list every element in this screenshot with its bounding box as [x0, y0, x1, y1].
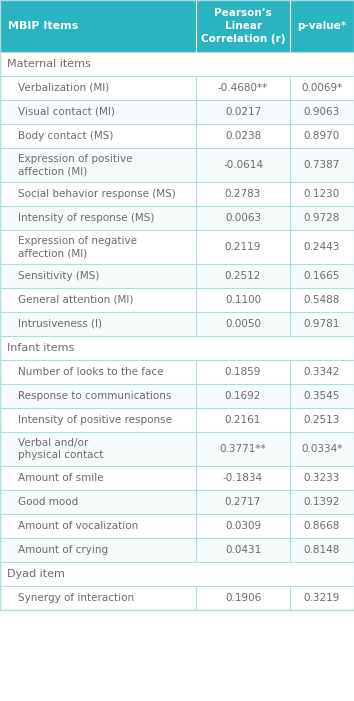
- Text: 0.3219: 0.3219: [304, 593, 340, 603]
- Bar: [0, 0, 354, 610]
- Text: Amount of vocalization: Amount of vocalization: [18, 521, 138, 531]
- Text: 0.0334*: 0.0334*: [301, 444, 343, 454]
- Text: 0.0069*: 0.0069*: [301, 83, 343, 93]
- Text: -0.4680**: -0.4680**: [218, 83, 268, 93]
- Text: 0.8668: 0.8668: [304, 521, 340, 531]
- Bar: [0, 610, 354, 701]
- Text: 0.2161: 0.2161: [225, 415, 261, 425]
- Bar: [0, 206, 354, 230]
- Bar: [0, 562, 354, 586]
- Text: 0.3342: 0.3342: [304, 367, 340, 377]
- Text: 0.2783: 0.2783: [225, 189, 261, 199]
- Text: 0.1859: 0.1859: [225, 367, 261, 377]
- Bar: [0, 360, 354, 384]
- Text: 0.8148: 0.8148: [304, 545, 340, 555]
- Bar: [0, 124, 354, 148]
- Text: MBIP Items: MBIP Items: [8, 21, 78, 31]
- Text: 0.9781: 0.9781: [304, 319, 340, 329]
- Bar: [0, 514, 354, 538]
- Text: 0.0050: 0.0050: [225, 319, 261, 329]
- Text: Maternal items: Maternal items: [7, 59, 91, 69]
- Text: Intensity of positive response: Intensity of positive response: [18, 415, 172, 425]
- Text: Expression of negative
affection (MI): Expression of negative affection (MI): [18, 236, 137, 258]
- Bar: [0, 432, 354, 466]
- Text: 0.0063: 0.0063: [225, 213, 261, 223]
- Text: Dyad item: Dyad item: [7, 569, 65, 579]
- Bar: [0, 52, 354, 76]
- Bar: [0, 408, 354, 432]
- Text: Response to communications: Response to communications: [18, 391, 171, 401]
- Text: 0.0431: 0.0431: [225, 545, 261, 555]
- Text: Intensity of response (MS): Intensity of response (MS): [18, 213, 154, 223]
- Bar: [0, 100, 354, 124]
- Text: 0.1906: 0.1906: [225, 593, 261, 603]
- Text: Verbal and/or
physical contact: Verbal and/or physical contact: [18, 438, 103, 460]
- Text: 0.0217: 0.0217: [225, 107, 261, 117]
- Bar: [0, 0, 354, 52]
- Text: Social behavior response (MS): Social behavior response (MS): [18, 189, 176, 199]
- Text: -0.0614: -0.0614: [223, 160, 263, 170]
- Text: 0.9063: 0.9063: [304, 107, 340, 117]
- Text: Sensitivity (MS): Sensitivity (MS): [18, 271, 99, 281]
- Text: 0.8970: 0.8970: [304, 131, 340, 141]
- Text: Pearson’s
Linear
Correlation (r): Pearson’s Linear Correlation (r): [201, 8, 285, 43]
- Text: Number of looks to the face: Number of looks to the face: [18, 367, 164, 377]
- Text: Good mood: Good mood: [18, 497, 78, 507]
- Bar: [0, 230, 354, 264]
- Text: Body contact (MS): Body contact (MS): [18, 131, 113, 141]
- Bar: [0, 288, 354, 312]
- Bar: [0, 336, 354, 360]
- Text: Expression of positive
affection (MI): Expression of positive affection (MI): [18, 154, 132, 176]
- Text: General attention (MI): General attention (MI): [18, 295, 133, 305]
- Text: Visual contact (MI): Visual contact (MI): [18, 107, 115, 117]
- Text: 0.2513: 0.2513: [304, 415, 340, 425]
- Text: 0.0309: 0.0309: [225, 521, 261, 531]
- Text: 0.1665: 0.1665: [304, 271, 340, 281]
- Text: Verbalization (MI): Verbalization (MI): [18, 83, 109, 93]
- Bar: [0, 466, 354, 490]
- Text: 0.1392: 0.1392: [304, 497, 340, 507]
- Text: Synergy of interaction: Synergy of interaction: [18, 593, 134, 603]
- Text: 0.1692: 0.1692: [225, 391, 261, 401]
- Bar: [0, 182, 354, 206]
- Bar: [0, 490, 354, 514]
- Bar: [0, 538, 354, 562]
- Text: 0.2443: 0.2443: [304, 242, 340, 252]
- Bar: [0, 148, 354, 182]
- Text: 0.5488: 0.5488: [304, 295, 340, 305]
- Text: Amount of smile: Amount of smile: [18, 473, 104, 483]
- Bar: [0, 312, 354, 336]
- Text: 0.3233: 0.3233: [304, 473, 340, 483]
- Text: 0.9728: 0.9728: [304, 213, 340, 223]
- Text: 0.0238: 0.0238: [225, 131, 261, 141]
- Text: Infant items: Infant items: [7, 343, 74, 353]
- Bar: [0, 384, 354, 408]
- Text: Amount of crying: Amount of crying: [18, 545, 108, 555]
- Text: 0.2717: 0.2717: [225, 497, 261, 507]
- Text: Intrusiveness (I): Intrusiveness (I): [18, 319, 102, 329]
- Bar: [0, 586, 354, 610]
- Text: 0.2119: 0.2119: [225, 242, 261, 252]
- Text: 0.2512: 0.2512: [225, 271, 261, 281]
- Text: -0.1834: -0.1834: [223, 473, 263, 483]
- Bar: [0, 76, 354, 100]
- Text: 0.3545: 0.3545: [304, 391, 340, 401]
- Text: 0.1100: 0.1100: [225, 295, 261, 305]
- Text: 0.1230: 0.1230: [304, 189, 340, 199]
- Bar: [0, 264, 354, 288]
- Text: p-value*: p-value*: [297, 21, 347, 31]
- Text: 0.3771**: 0.3771**: [220, 444, 266, 454]
- Text: 0.7387: 0.7387: [304, 160, 340, 170]
